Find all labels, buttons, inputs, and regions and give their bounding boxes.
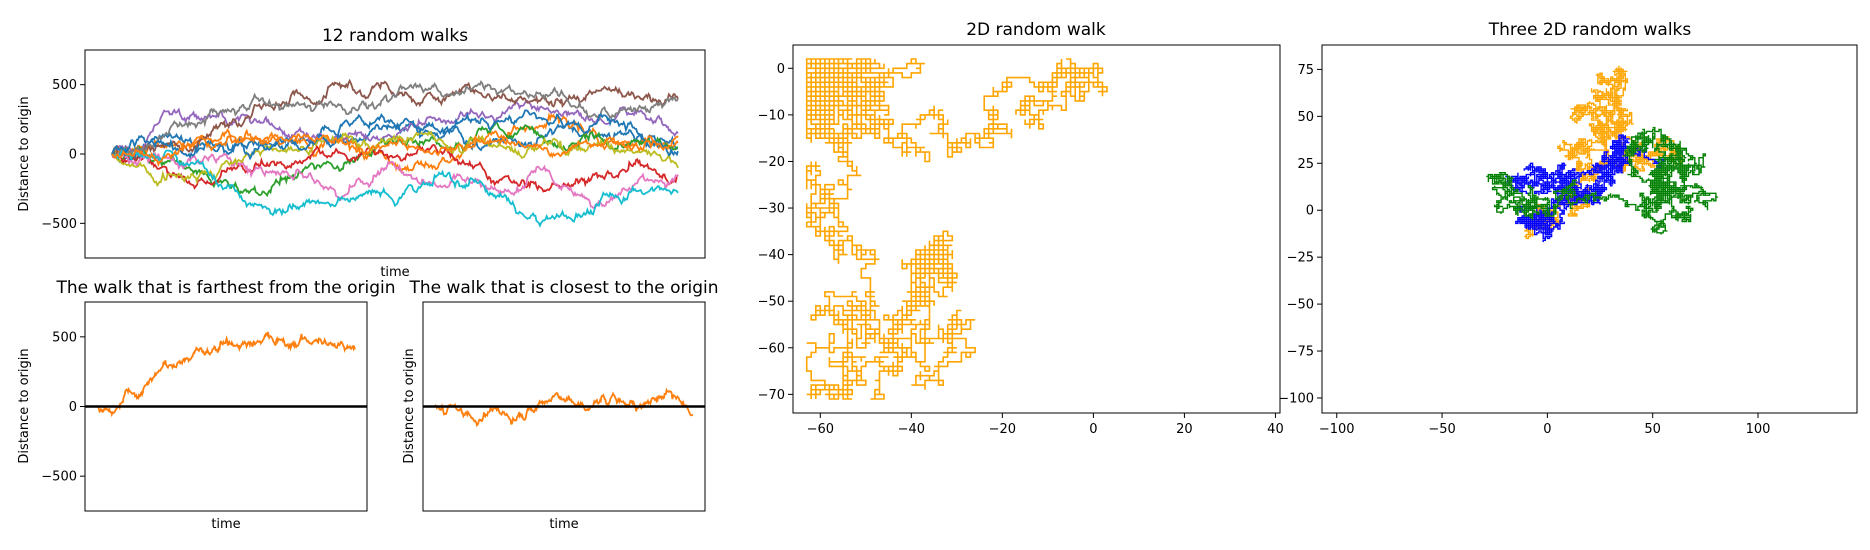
x-axis-label: time	[549, 517, 578, 532]
y-tick-label: −25	[1287, 251, 1314, 266]
panel-three-2d-random-walks: Three 2D random walks −100 −50 0 50 100 75 50 2…	[1278, 20, 1858, 437]
y-tick-label: −75	[1287, 345, 1314, 360]
y-tick-label: −70	[758, 388, 785, 403]
x-tick-label: 50	[1644, 422, 1661, 437]
y-axis-ticks: 500 0 −500	[41, 78, 85, 232]
x-tick-label: 40	[1267, 422, 1284, 437]
chart-title: 2D random walk	[966, 20, 1106, 40]
x-tick-label: 0	[1089, 422, 1097, 437]
walk-lines	[1486, 65, 1718, 243]
x-axis-label: time	[211, 517, 240, 532]
y-tick-label: 0	[69, 400, 77, 415]
axis-ticks: −60 −40 −20 0 20 40 0 −10 −20 −30 −40 −50 −60 −70	[758, 62, 1284, 437]
walk-lines	[805, 58, 1108, 400]
y-tick-label: −500	[41, 470, 77, 485]
y-tick-label: −50	[1287, 298, 1314, 313]
y-tick-label: 500	[52, 330, 77, 345]
panel-2d-random-walk: 2D random walk −60 −40 −20 0 20 400−10−20−30−…	[758, 20, 1284, 437]
walk-lines	[423, 387, 705, 428]
y-tick-label: 25	[1297, 157, 1314, 172]
y-tick-label: −500	[41, 217, 77, 232]
walk-lines	[111, 78, 679, 228]
x-tick-label: −100	[1319, 422, 1355, 437]
y-tick-label: 500	[52, 78, 77, 93]
axis-ticks: −100 −50 0 50 100 75 50 25 0 −25 −50 −75 −100	[1278, 63, 1770, 437]
chart-title: Three 2D random walks	[1488, 20, 1692, 40]
y-tick-label: −30	[758, 202, 785, 217]
walk-series-line	[111, 80, 679, 156]
walk-series-line	[111, 128, 679, 188]
panel-farthest-walk: The walk that is farthest from the origi…	[17, 278, 396, 532]
walk-series-line	[111, 133, 679, 168]
y-axis-label: Distance to origin	[402, 348, 417, 463]
y-tick-label: −20	[758, 155, 785, 170]
x-tick-label: −40	[898, 422, 925, 437]
panel-closest-walk: The walk that is closest to the origin t…	[402, 278, 719, 532]
x-tick-label: 100	[1746, 422, 1771, 437]
y-tick-label: −60	[758, 341, 785, 356]
y-tick-label: −100	[1278, 391, 1314, 406]
walk-series-line	[111, 151, 679, 209]
walk-line	[96, 331, 356, 418]
x-tick-label: 0	[1543, 422, 1551, 437]
chart-title: The walk that is closest to the origin	[408, 278, 718, 298]
y-tick-label: 0	[777, 62, 785, 77]
y-tick-label: −40	[758, 248, 785, 263]
chart-title: 12 random walks	[322, 26, 468, 46]
x-tick-label: −50	[1428, 422, 1455, 437]
plot-area-three-walks	[1321, 44, 1858, 414]
x-tick-label: −60	[807, 422, 834, 437]
y-axis-ticks: 500 0 −500	[41, 330, 85, 485]
walk-lines	[85, 331, 367, 418]
walk-series-line	[111, 144, 679, 193]
y-tick-label: −10	[758, 108, 785, 123]
panel-12-random-walks: 12 random walks time Distance to origin …	[17, 26, 706, 280]
walk-line	[434, 387, 694, 428]
y-tick-label: −50	[758, 295, 785, 310]
walk-series-line	[111, 148, 679, 228]
chart-title: The walk that is farthest from the origi…	[55, 278, 395, 298]
walk-2d-series-line	[1486, 126, 1718, 235]
y-tick-label: 0	[1306, 204, 1314, 219]
plot-area-2d-walk	[792, 44, 1281, 414]
y-axis-label: Distance to origin	[17, 96, 32, 211]
y-axis-label: Distance to origin	[17, 348, 32, 463]
y-tick-label: 0	[69, 148, 77, 163]
x-axis-label: time	[380, 265, 409, 280]
walk-2d-line	[805, 58, 1108, 400]
y-tick-label: 50	[1297, 110, 1314, 125]
x-tick-label: 20	[1176, 422, 1193, 437]
y-tick-label: 75	[1297, 63, 1314, 78]
x-tick-label: −20	[989, 422, 1016, 437]
